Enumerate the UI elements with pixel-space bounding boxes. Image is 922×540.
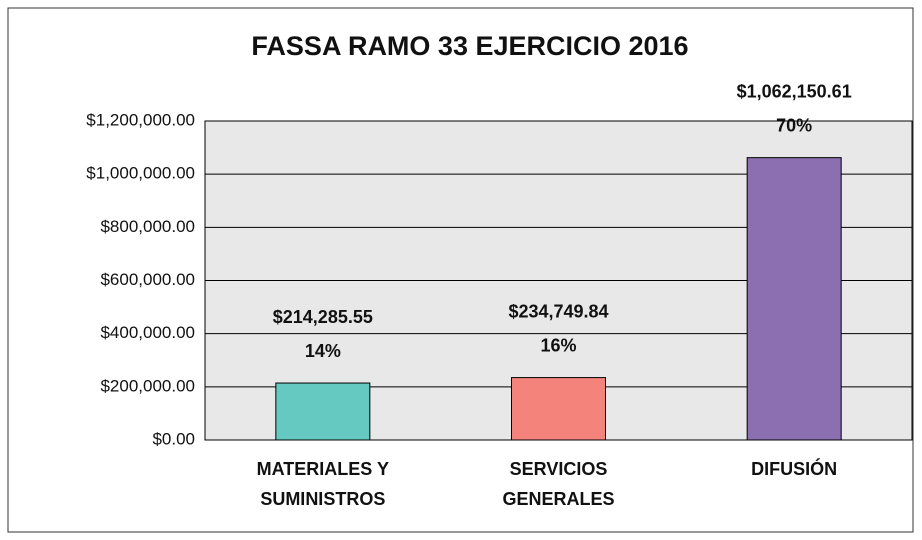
- x-tick-label-line: SERVICIOS: [510, 459, 608, 479]
- bar: [746, 157, 842, 441]
- percent-label: 14%: [305, 341, 341, 361]
- x-tick-label-line: SUMINISTROS: [260, 489, 385, 509]
- y-tick-label: $400,000.00: [100, 323, 195, 342]
- percent-label: 16%: [540, 335, 576, 355]
- percent-label: 70%: [776, 115, 812, 135]
- bar: [511, 377, 606, 441]
- y-tick-label: $1,000,000.00: [86, 164, 195, 183]
- x-tick-label-line: MATERIALES Y: [257, 459, 389, 479]
- chart-title: FASSA RAMO 33 EJERCICIO 2016: [251, 31, 688, 61]
- value-label: $1,062,150.61: [737, 81, 852, 101]
- y-tick-label: $600,000.00: [100, 270, 195, 289]
- x-tick-label-line: GENERALES: [502, 489, 614, 509]
- x-tick-label: DIFUSIÓN: [751, 458, 837, 479]
- value-label: $214,285.55: [273, 307, 373, 327]
- y-tick-label: $0.00: [152, 429, 195, 448]
- y-tick-label: $1,200,000.00: [86, 110, 195, 129]
- value-label: $234,749.84: [508, 301, 608, 321]
- x-tick-label: SERVICIOS GENERALES: [502, 459, 614, 509]
- y-tick-label: $200,000.00: [100, 376, 195, 395]
- bar: [275, 382, 371, 441]
- y-tick-label: $800,000.00: [100, 217, 195, 236]
- x-tick-label: MATERIALES Y SUMINISTROS: [257, 459, 389, 509]
- x-tick-label-line: DIFUSIÓN: [751, 458, 837, 479]
